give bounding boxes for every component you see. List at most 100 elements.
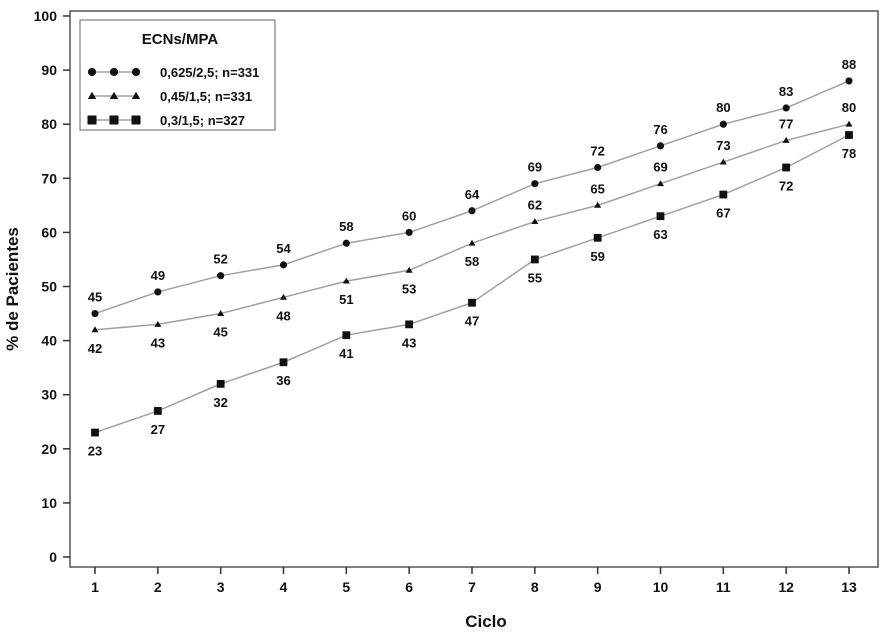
- series-layer: [91, 77, 853, 437]
- x-tick-label: 13: [841, 579, 857, 595]
- data-label: 76: [653, 122, 667, 137]
- x-tick-label: 10: [653, 579, 669, 595]
- data-label: 73: [716, 138, 730, 153]
- data-point: [279, 358, 288, 367]
- data-point: [154, 288, 162, 296]
- data-point: [153, 407, 162, 415]
- y-tick-label: 0: [49, 549, 57, 565]
- data-label: 52: [213, 252, 227, 267]
- data-point: [91, 326, 99, 333]
- data-point: [594, 163, 602, 172]
- data-point: [782, 104, 790, 112]
- legend-item: 0,3/1,5; n=327: [87, 113, 245, 128]
- x-tick-label: 6: [405, 579, 413, 595]
- data-label: 65: [590, 181, 604, 196]
- data-label: 77: [779, 116, 793, 131]
- y-tick-label: 50: [41, 279, 57, 295]
- data-point: [405, 228, 413, 236]
- data-label: 51: [339, 292, 353, 307]
- data-label: 72: [590, 143, 604, 158]
- series-2: [91, 120, 853, 333]
- x-tick-label: 1: [91, 579, 99, 595]
- x-axis-label: Ciclo: [465, 612, 507, 631]
- x-tick-label: 11: [716, 579, 731, 595]
- legend: ECNs/MPA 0,625/2,5; n=331 0,45/1,5; n=331…: [79, 19, 276, 131]
- data-label: 47: [465, 314, 479, 329]
- data-point: [91, 428, 99, 437]
- x-tick-label: 3: [217, 579, 225, 595]
- data-point: [405, 266, 413, 273]
- data-point: [719, 120, 727, 128]
- y-tick-label: 40: [41, 333, 57, 349]
- legend-marker: [131, 115, 141, 125]
- data-point: [594, 201, 602, 208]
- data-point: [845, 77, 853, 85]
- x-tick-label: 5: [342, 579, 350, 595]
- y-tick-label: 20: [41, 441, 57, 457]
- data-label: 59: [590, 249, 604, 264]
- data-point: [719, 190, 728, 199]
- data-label: 83: [779, 84, 793, 99]
- data-label: 63: [653, 227, 667, 242]
- data-point: [531, 218, 539, 225]
- legend-label: 0,625/2,5; n=331: [160, 65, 259, 80]
- data-point: [217, 272, 225, 280]
- legend-item: 0,625/2,5; n=331: [87, 65, 259, 80]
- y-tick-label: 30: [41, 387, 57, 403]
- data-label: 62: [528, 198, 542, 213]
- data-label: 60: [402, 208, 416, 223]
- data-label: 72: [779, 178, 793, 193]
- y-axis-label: % de Pacientes: [3, 227, 22, 351]
- legend-marker: [131, 67, 141, 77]
- data-point: [342, 239, 350, 247]
- data-point: [531, 180, 539, 188]
- data-label: 80: [716, 100, 730, 115]
- data-label: 27: [151, 422, 165, 437]
- data-point: [530, 255, 539, 264]
- data-point: [468, 207, 476, 215]
- legend-label: 0,3/1,5; n=327: [160, 113, 245, 128]
- data-label: 49: [151, 268, 165, 283]
- y-tick-label: 90: [41, 62, 57, 78]
- data-label: 54: [276, 241, 291, 256]
- x-tick-label: 9: [594, 579, 602, 595]
- legend-marker: [87, 91, 97, 99]
- x-tick-label: 4: [280, 579, 288, 595]
- data-label: 48: [276, 308, 290, 323]
- legend-marker: [109, 91, 119, 99]
- data-point: [405, 320, 414, 329]
- legend-label: 0,45/1,5; n=331: [160, 89, 252, 104]
- x-tick-label: 12: [778, 579, 794, 595]
- data-labels: 45 49 52 54 58 60 64 69 72 76 80 83 88 42 43 45 48 51 53 58…: [88, 57, 856, 459]
- data-point: [845, 120, 853, 127]
- series-3: [91, 131, 853, 437]
- data-point: [280, 293, 287, 300]
- data-label: 53: [402, 281, 416, 296]
- legend-item: 0,45/1,5; n=331: [87, 89, 252, 104]
- data-label: 69: [528, 160, 542, 175]
- x-tick-label: 7: [468, 579, 476, 595]
- data-point: [719, 158, 727, 165]
- data-point: [342, 277, 350, 284]
- data-label: 58: [339, 219, 353, 234]
- data-point: [657, 180, 664, 187]
- data-point: [154, 320, 162, 327]
- data-label: 36: [276, 373, 290, 388]
- data-point: [217, 310, 225, 316]
- legend-marker: [87, 115, 97, 125]
- y-tick-label: 10: [41, 495, 57, 511]
- data-point: [782, 136, 790, 143]
- data-point: [656, 142, 665, 150]
- data-point: [91, 309, 99, 318]
- y-tick-label: 100: [34, 8, 58, 24]
- legend-marker: [131, 91, 141, 99]
- legend-marker: [87, 67, 97, 77]
- data-label: 55: [528, 270, 542, 285]
- y-tick-label: 80: [41, 116, 57, 132]
- data-label: 69: [653, 160, 667, 175]
- data-label: 43: [402, 335, 416, 350]
- legend-marker: [109, 67, 119, 77]
